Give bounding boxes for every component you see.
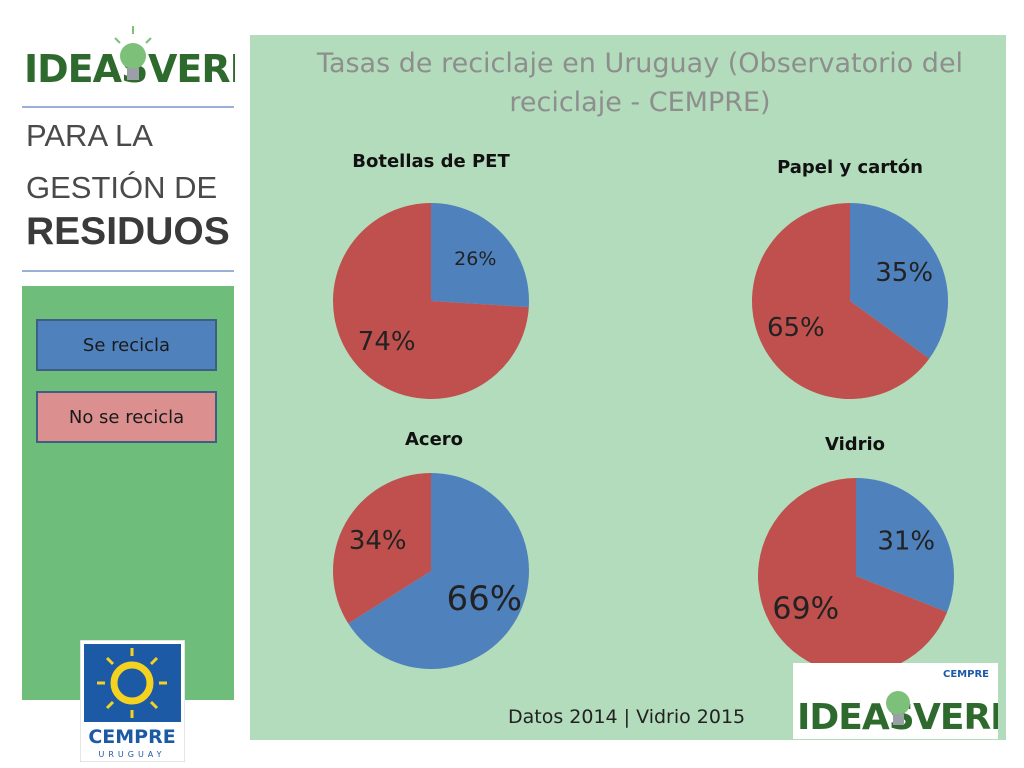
sidebar-heading-line1: PARA LA: [26, 118, 153, 153]
legend-no-recicla: No se recicla: [36, 391, 217, 443]
svg-text:VERDES: VERDES: [913, 697, 998, 738]
chart-title-acero: Acero: [404, 429, 464, 450]
data-source-note: Datos 2014 | Vidrio 2015: [508, 706, 746, 728]
pie-chart-vidrio: 31% 69%: [758, 478, 954, 674]
cempre-badge: CEMPRE: [943, 669, 989, 680]
pie-slice-no-recicla: [752, 203, 930, 399]
pie-slice-no-recicla: [333, 473, 431, 624]
pie-slice-label: 34%: [349, 526, 407, 556]
pie-slice-label: 69%: [772, 592, 839, 627]
cempre-logo-text: CEMPRE: [88, 726, 175, 748]
svg-text:VERDES: VERDES: [148, 47, 235, 91]
sidebar-heading-line3: RESIDUOS: [26, 210, 230, 253]
legend-recicla: Se recicla: [36, 319, 217, 371]
pie-slice-no-recicla: [333, 203, 529, 399]
chart-title-papel: Papel y cartón: [777, 157, 923, 178]
cempre-logo-subtext: URUGUAY: [98, 750, 165, 759]
pie-slice-label: 26%: [454, 248, 496, 270]
pie-chart-pet: 26% 74%: [333, 203, 529, 399]
pie-slice-recicla: [348, 473, 529, 669]
pie-slice-no-recicla: [758, 478, 948, 674]
pie-slice-recicla: [431, 203, 529, 308]
sidebar-divider-bottom: [22, 270, 234, 272]
sidebar-divider-top: [22, 106, 234, 108]
cempre-logo: CEMPRE URUGUAY: [80, 640, 185, 762]
ideas-verdes-logo: IDEAS VERDES: [20, 16, 235, 92]
pie-slice-label: 35%: [875, 258, 933, 288]
chart-title-pet: Botellas de PET: [352, 151, 510, 172]
pie-slice-label: 65%: [767, 313, 825, 343]
ideas-verdes-logo-bottom: CEMPRE IDEAS VERDES: [793, 663, 998, 739]
pie-slice-recicla: [850, 203, 948, 359]
pie-slice-label: 66%: [446, 579, 522, 619]
pie-slice-recicla: [856, 478, 954, 613]
chart-title-vidrio: Vidrio: [824, 434, 886, 455]
pie-slice-label: 74%: [358, 327, 416, 357]
sidebar-heading-line2: GESTIÓN DE: [26, 170, 218, 205]
pie-slice-label: 31%: [877, 526, 935, 556]
page-title: Tasas de reciclaje en Uruguay (Observato…: [316, 48, 964, 118]
pie-chart-acero: 66% 34%: [333, 473, 529, 669]
pie-chart-papel: 35% 65%: [752, 203, 948, 399]
